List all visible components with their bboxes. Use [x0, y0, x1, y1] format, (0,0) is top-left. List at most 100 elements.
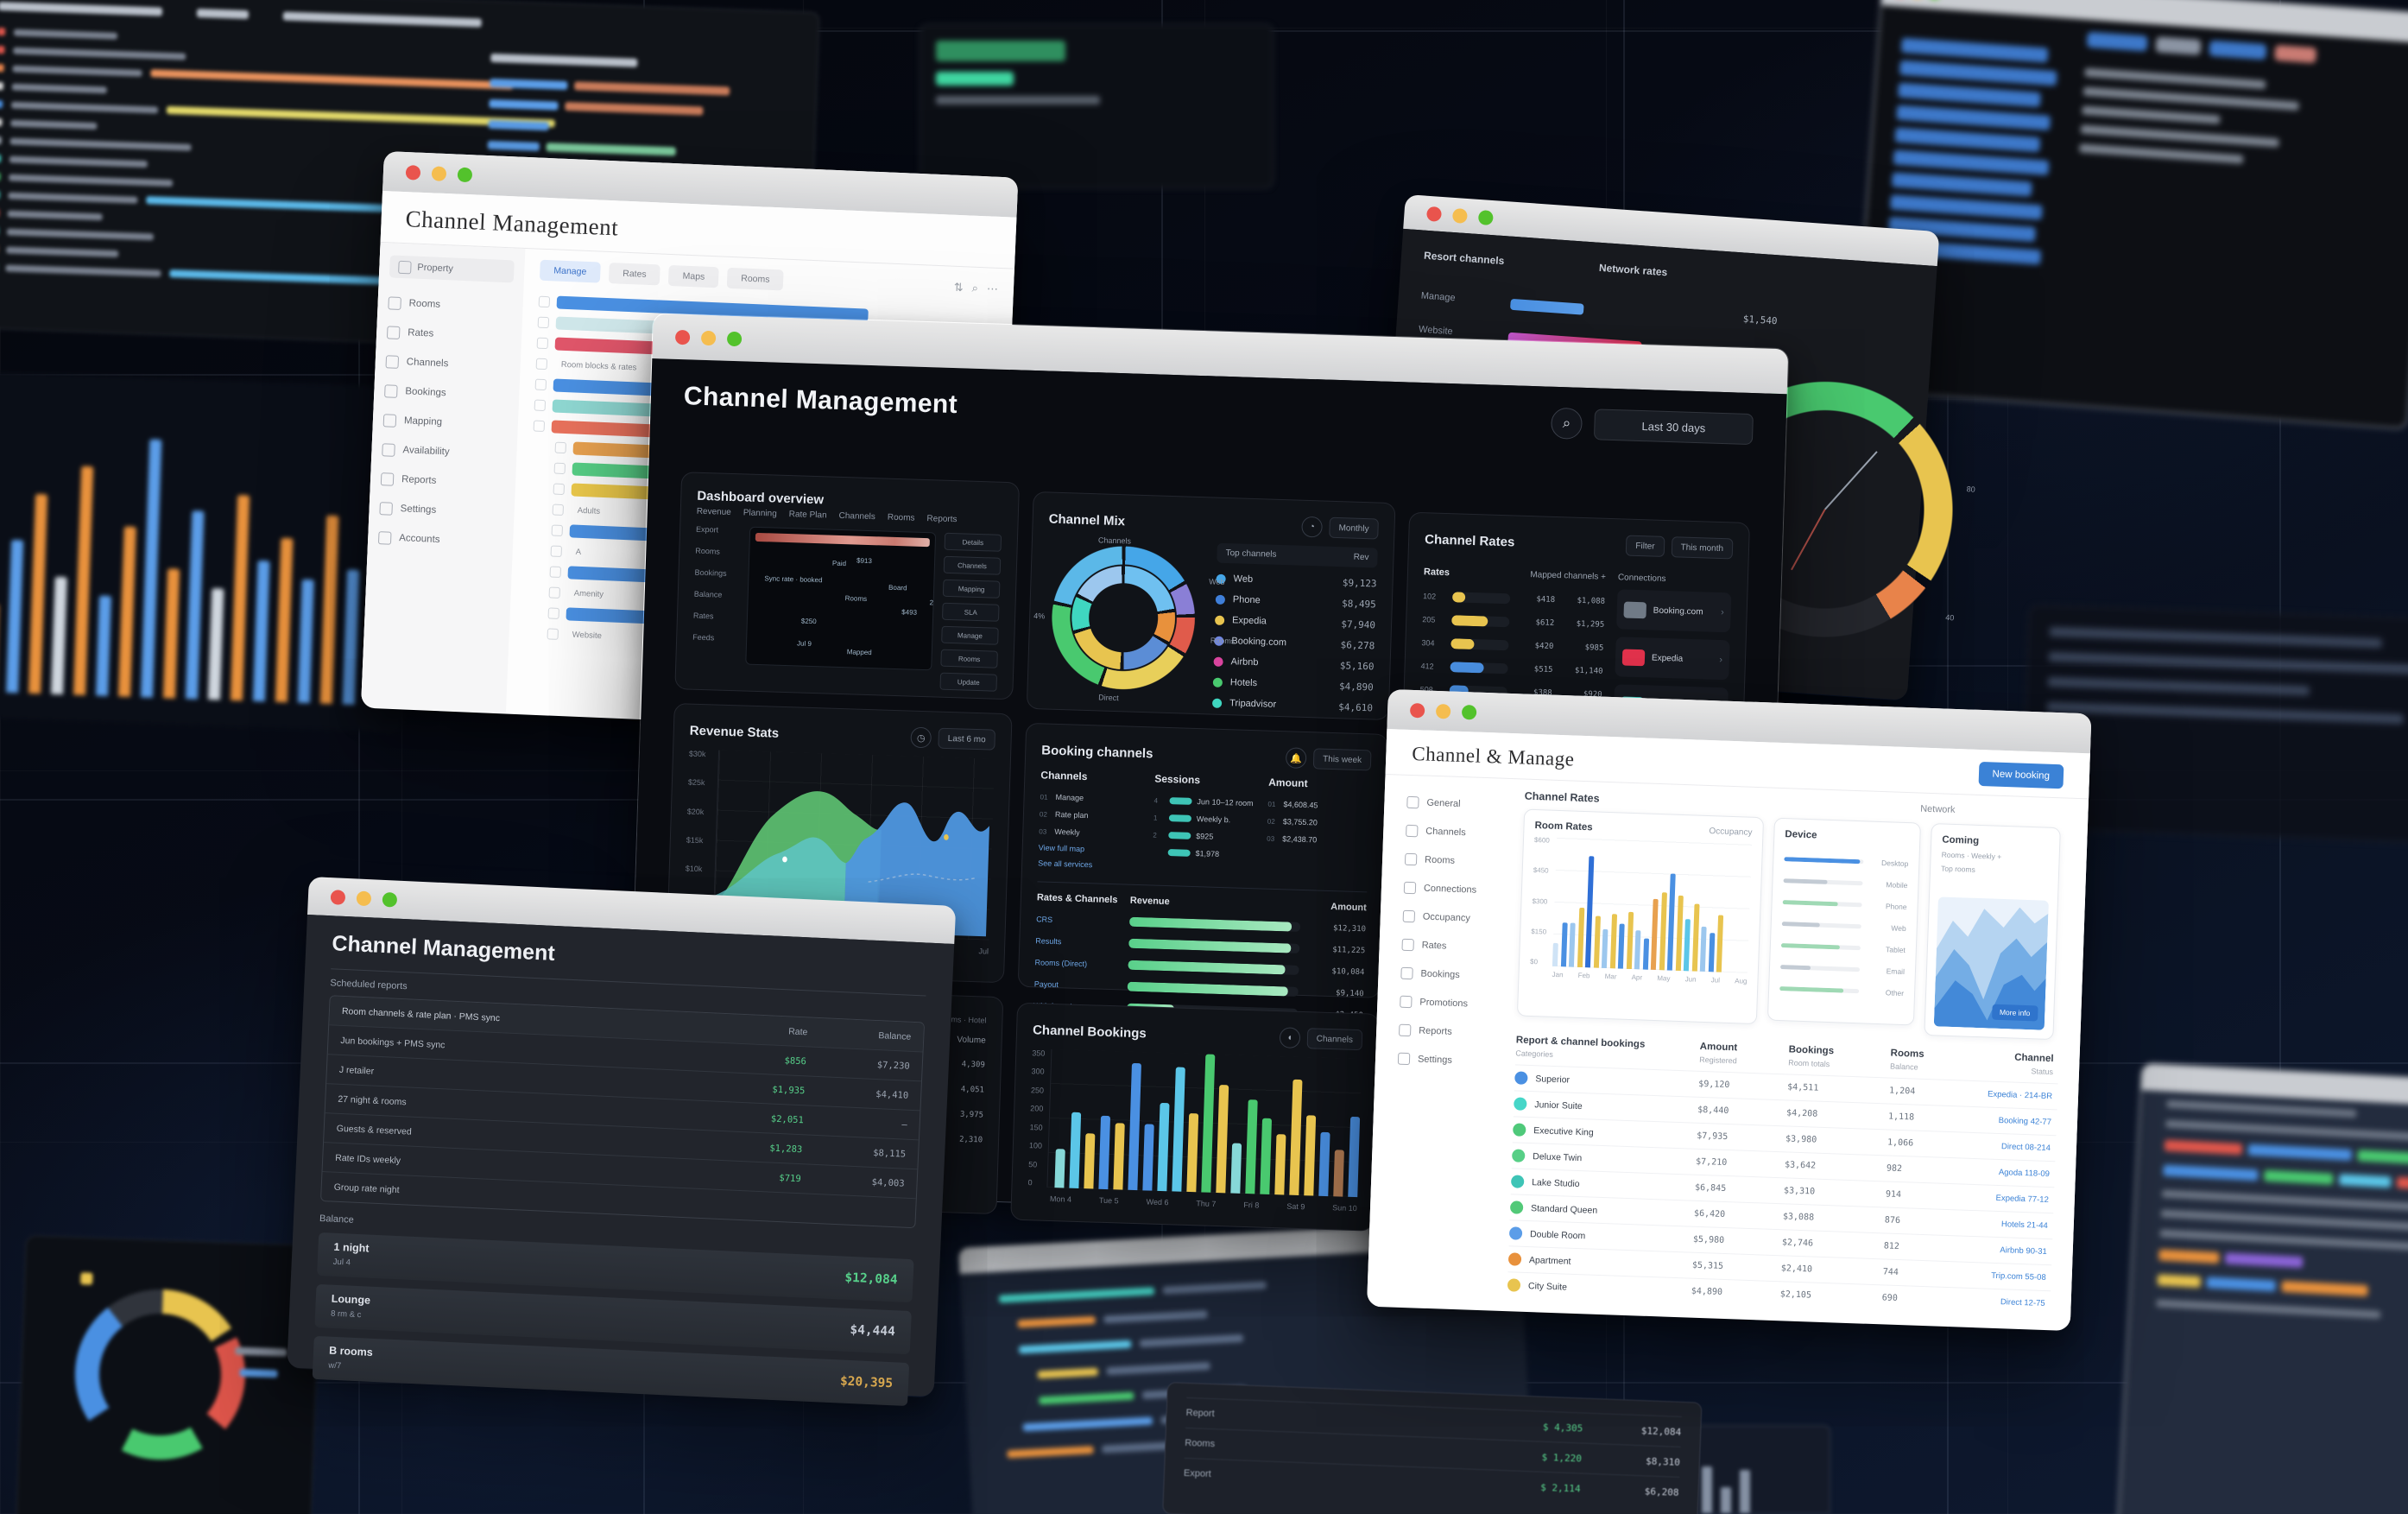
tab-maps[interactable]: Maps: [668, 264, 719, 288]
zoom-button[interactable]: [457, 167, 473, 182]
row-icon: [553, 462, 566, 474]
row-icon: [534, 378, 547, 390]
flow-action-button[interactable]: Manage: [941, 625, 999, 645]
link[interactable]: See all services: [1038, 858, 1093, 870]
link[interactable]: Booking 42-77: [1998, 1115, 2052, 1128]
zoom-button[interactable]: [1461, 704, 1477, 720]
minimize-button[interactable]: [700, 330, 717, 345]
menu-item[interactable]: Website: [1418, 324, 1453, 338]
card-tab[interactable]: Revenue: [696, 506, 731, 517]
tab-rates[interactable]: Rates: [608, 263, 661, 286]
link[interactable]: Direct 12-75: [2000, 1297, 2045, 1308]
flow-action-button[interactable]: Update: [939, 672, 998, 692]
link[interactable]: Payout: [1033, 979, 1059, 989]
sidebar-item[interactable]: Channels: [1406, 816, 1515, 848]
sidebar-item[interactable]: Rates: [1401, 930, 1511, 962]
close-button[interactable]: [405, 164, 421, 181]
card-tab[interactable]: Rate Plan: [788, 510, 827, 521]
link[interactable]: Airbnb 90-31: [2000, 1245, 2047, 1257]
row-icon: [554, 441, 567, 453]
decor-header-bar: [0, 1, 163, 16]
chart-bar: [1230, 1143, 1242, 1194]
decor-bar: [252, 560, 270, 702]
minimize-button[interactable]: [1451, 207, 1469, 224]
connection-row[interactable]: Booking.com ›: [1616, 589, 1732, 633]
flow-action-button[interactable]: Channels: [943, 555, 1002, 575]
decor-bar: [1721, 1486, 1731, 1513]
sidebar-item[interactable]: Promotions: [1400, 987, 1509, 1019]
search-icon[interactable]: ⌕: [971, 281, 979, 295]
link[interactable]: Trip.com 55-08: [1990, 1270, 2046, 1283]
legend-row[interactable]: Tripadvisor $4,610: [1211, 693, 1374, 719]
chart-bar: [1172, 1067, 1185, 1192]
link[interactable]: Hotels 21-44: [2000, 1219, 2048, 1232]
card-tab[interactable]: Channels: [838, 510, 876, 523]
clock-icon[interactable]: ◷: [910, 726, 932, 749]
flow-action-button[interactable]: SLA: [941, 602, 1000, 622]
minimize-button[interactable]: [431, 165, 447, 181]
period-menu[interactable]: This month: [1671, 536, 1734, 560]
link[interactable]: Agoda 118-09: [1998, 1168, 2051, 1180]
section-icon: [384, 383, 398, 398]
period-menu[interactable]: Last 6 mo: [938, 727, 996, 751]
minimize-button[interactable]: [1435, 703, 1451, 719]
flow-action-button[interactable]: Details: [944, 532, 1002, 552]
tab-rooms[interactable]: Rooms: [726, 267, 784, 291]
sidebar-item[interactable]: General: [1406, 788, 1516, 820]
new-booking-button[interactable]: New booking: [1978, 761, 2064, 789]
search-icon[interactable]: ⌕: [1550, 407, 1583, 440]
zoom-button[interactable]: [382, 891, 398, 908]
avatar: [1507, 1278, 1521, 1292]
chart-bar: [1699, 926, 1707, 972]
close-button[interactable]: [1409, 702, 1425, 718]
link[interactable]: Direct 08-214: [2000, 1142, 2051, 1154]
flow-action-button[interactable]: Mapping: [942, 579, 1001, 599]
chart-bar: [1274, 1133, 1286, 1195]
more-icon[interactable]: ⋯: [986, 282, 999, 295]
card-coming: Coming Rooms · Weekly + Top rooms More i…: [1924, 823, 2061, 1041]
card-tab[interactable]: Planning: [743, 508, 777, 519]
link[interactable]: Expedia 77-12: [1995, 1193, 2050, 1206]
menu-item[interactable]: Manage: [1420, 290, 1456, 304]
sidebar-item[interactable]: Occupancy: [1402, 902, 1512, 934]
period-menu[interactable]: Channels: [1306, 1028, 1363, 1051]
zoom-button[interactable]: [726, 331, 743, 346]
decor-bar: [1740, 1469, 1750, 1513]
rate-bar: [554, 358, 555, 371]
sidebar-item[interactable]: Reports: [1399, 1016, 1508, 1048]
period-menu[interactable]: Monthly: [1329, 516, 1379, 540]
link[interactable]: Results: [1035, 935, 1062, 946]
link[interactable]: CRS: [1036, 914, 1053, 924]
close-button[interactable]: [330, 889, 346, 905]
sidebar-item[interactable]: Rooms: [1404, 845, 1514, 877]
card-tab[interactable]: Reports: [926, 514, 958, 525]
connection-row[interactable]: Expedia ›: [1615, 637, 1730, 681]
link[interactable]: Rooms (Direct): [1034, 957, 1088, 968]
sidebar-item[interactable]: Settings: [1397, 1044, 1507, 1076]
chevron-right-icon: ›: [1719, 655, 1723, 666]
chart-bar: [1318, 1132, 1330, 1197]
info-icon[interactable]: ◔: [1301, 516, 1323, 538]
link[interactable]: Expedia · 214-BR: [1987, 1089, 2053, 1102]
sidebar-item[interactable]: Accounts: [377, 523, 503, 557]
flow-node: $913: [856, 556, 873, 566]
section-icon: [382, 413, 397, 428]
minimize-button[interactable]: [356, 890, 372, 906]
close-button[interactable]: [1425, 206, 1443, 222]
sidebar-header[interactable]: Property: [389, 255, 515, 283]
sidebar-item[interactable]: Connections: [1403, 873, 1513, 905]
speaker-icon[interactable]: ◖: [1279, 1027, 1301, 1048]
card-tab[interactable]: Rooms: [887, 512, 915, 523]
chart-bar: [1142, 1124, 1154, 1191]
tab-manage[interactable]: Manage: [539, 259, 601, 283]
chart-bar: [1216, 1085, 1229, 1194]
date-range-button[interactable]: Last 30 days: [1593, 409, 1754, 446]
sort-icon[interactable]: ⇅: [953, 280, 964, 295]
close-button[interactable]: [674, 329, 691, 345]
more-info-button[interactable]: More info: [1991, 1004, 2038, 1022]
sidebar-item[interactable]: Bookings: [1400, 959, 1510, 991]
zoom-button[interactable]: [1477, 209, 1494, 225]
bell-icon[interactable]: 🔔: [1285, 747, 1307, 770]
flow-action-button[interactable]: Rooms: [940, 649, 998, 668]
period-menu[interactable]: This week: [1312, 748, 1372, 771]
